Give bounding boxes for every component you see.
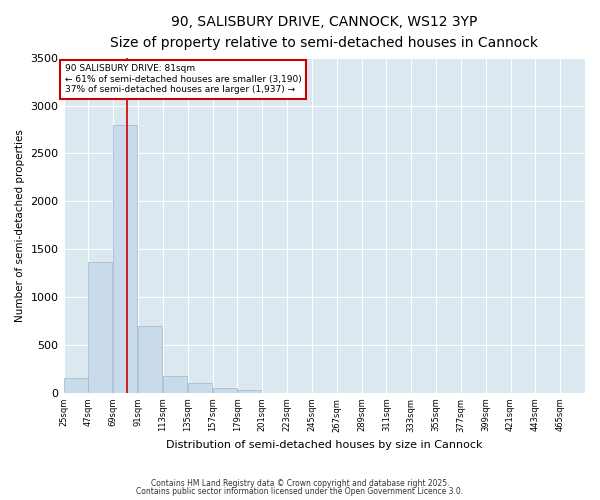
Bar [138, 326, 162, 393]
Bar [88, 262, 112, 393]
Text: Contains public sector information licensed under the Open Government Licence 3.: Contains public sector information licen… [136, 487, 464, 496]
Bar [212, 388, 236, 393]
Bar [238, 390, 262, 393]
Bar [113, 124, 137, 393]
Bar [188, 383, 212, 393]
Bar [64, 378, 88, 393]
Text: 90 SALISBURY DRIVE: 81sqm
← 61% of semi-detached houses are smaller (3,190)
37% : 90 SALISBURY DRIVE: 81sqm ← 61% of semi-… [65, 64, 301, 94]
Bar [163, 376, 187, 393]
Y-axis label: Number of semi-detached properties: Number of semi-detached properties [15, 129, 25, 322]
Text: Contains HM Land Registry data © Crown copyright and database right 2025.: Contains HM Land Registry data © Crown c… [151, 478, 449, 488]
X-axis label: Distribution of semi-detached houses by size in Cannock: Distribution of semi-detached houses by … [166, 440, 482, 450]
Title: 90, SALISBURY DRIVE, CANNOCK, WS12 3YP
Size of property relative to semi-detache: 90, SALISBURY DRIVE, CANNOCK, WS12 3YP S… [110, 15, 538, 50]
